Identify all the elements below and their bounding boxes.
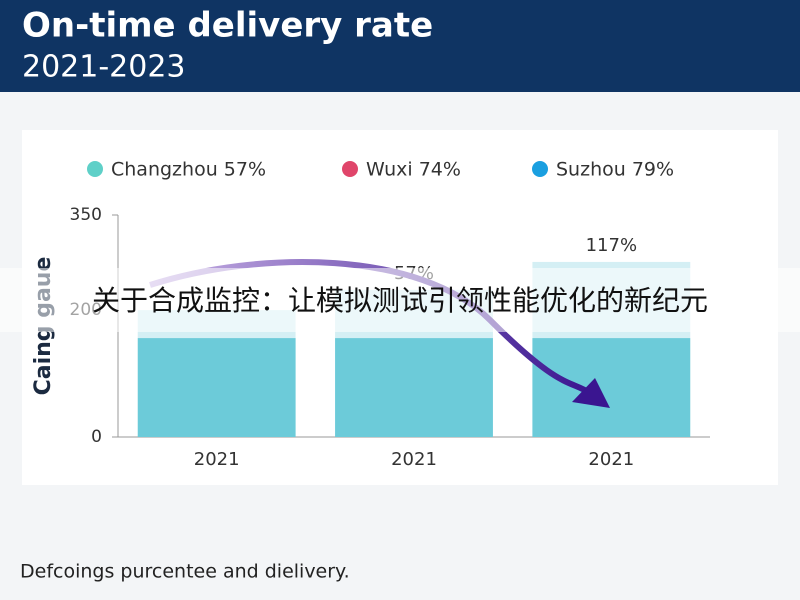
x-tick-label: 2021 — [588, 449, 634, 470]
arrow-head — [572, 378, 610, 408]
bar-segment — [532, 338, 691, 437]
y-tick-label: 0 — [91, 427, 102, 447]
legend-swatch — [342, 161, 358, 177]
legend-label: Wuxi 74% — [366, 159, 461, 181]
x-tick-label: 2021 — [391, 449, 437, 470]
legend-swatch — [87, 161, 103, 177]
chart-title: On-time delivery rate — [22, 6, 433, 46]
legend-label: Changzhou 57% — [111, 159, 266, 181]
bar-segment — [137, 338, 296, 437]
chart-subtitle: 2021-2023 — [22, 50, 186, 85]
legend-label: Suzhou 79% — [556, 159, 674, 181]
overlay-text: 关于合成监控：让模拟测试引领性能优化的新纪元 — [92, 284, 708, 317]
legend-swatch — [532, 161, 548, 177]
x-tick-label: 2021 — [194, 449, 240, 470]
header — [0, 0, 800, 92]
footnote: Defcoings purcentee and dielivery. — [20, 561, 350, 583]
bar-segment — [335, 338, 493, 437]
bar-annotation: 117% — [586, 235, 637, 256]
overlay-band — [0, 268, 800, 332]
y-tick-label: 350 — [70, 205, 102, 225]
